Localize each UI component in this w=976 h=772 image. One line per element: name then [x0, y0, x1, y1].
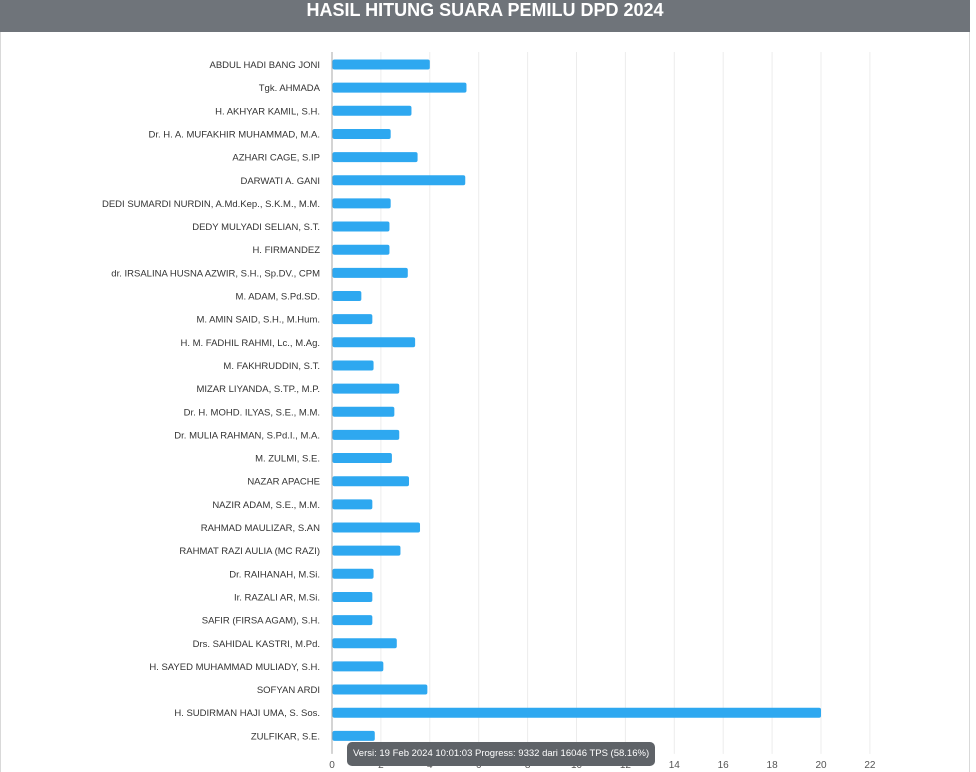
chart-title: HASIL HITUNG SUARA PEMILU DPD 2024 — [306, 0, 664, 20]
bar — [332, 175, 466, 186]
category-label: ABDUL HADI BANG JONI — [209, 60, 320, 71]
version-text: Versi: 19 Feb 2024 10:01:03 — [353, 748, 473, 759]
bar — [332, 406, 395, 417]
progress-text: Progress: 9332 dari 16046 TPS (58.16%) — [475, 748, 650, 759]
category-label: AZHARI CAGE, S.IP — [232, 153, 320, 164]
category-label: H. SUDIRMAN HAJI UMA, S. Sos. — [174, 708, 320, 719]
bar — [332, 314, 373, 325]
x-tick-label: 0 — [329, 760, 335, 771]
category-label: H. M. FADHIL RAHMI, Lc., M.Ag. — [180, 338, 320, 349]
bar — [332, 661, 384, 672]
bar — [332, 707, 821, 718]
category-label: NAZAR APACHE — [247, 477, 320, 488]
category-label: M. ADAM, S.Pd.SD. — [236, 292, 320, 303]
bar — [332, 568, 374, 579]
category-label: H. FIRMANDEZ — [252, 245, 320, 256]
chart-header: HASIL HITUNG SUARA PEMILU DPD 2024 — [0, 0, 970, 32]
category-label: RAHMAT RAZI AULIA (MC RAZI) — [179, 546, 320, 557]
bar — [332, 453, 392, 464]
bar — [332, 59, 430, 70]
category-label: ZULFIKAR, S.E. — [251, 731, 320, 742]
bar — [332, 615, 373, 626]
category-label: Dr. MULIA RAHMAN, S.Pd.I., M.A. — [174, 430, 320, 441]
bar — [332, 267, 408, 278]
category-label: DEDY MULYADI SELIAN, S.T. — [192, 222, 320, 233]
category-label: M. AMIN SAID, S.H., M.Hum. — [196, 315, 320, 326]
bar — [332, 105, 412, 116]
category-label: SOFYAN ARDI — [257, 685, 320, 696]
bar — [332, 476, 410, 487]
category-label: NAZIR ADAM, S.E., M.M. — [212, 500, 320, 511]
x-tick-label: 18 — [767, 760, 779, 771]
bar — [332, 684, 428, 695]
category-label: DARWATI A. GANI — [240, 176, 320, 187]
category-label: Dr. H. A. MUFAKHIR MUHAMMAD, M.A. — [148, 129, 320, 140]
bar — [332, 499, 373, 510]
bar — [332, 429, 400, 440]
category-label: H. AKHYAR KAMIL, S.H. — [215, 106, 320, 117]
category-label: M. ZULMI, S.E. — [255, 454, 320, 465]
x-tick-label: 20 — [815, 760, 827, 771]
bar — [332, 638, 397, 649]
bar — [332, 198, 391, 209]
x-tick-label: 14 — [669, 760, 681, 771]
category-label: RAHMAD MAULIZAR, S.AN — [201, 523, 320, 534]
bar — [332, 337, 416, 348]
bar — [332, 291, 362, 301]
category-label: MIZAR LIYANDA, S.TP., M.P. — [196, 384, 320, 395]
category-label: DEDI SUMARDI NURDIN, A.Md.Kep., S.K.M., … — [102, 199, 320, 210]
category-label: Drs. SAHIDAL KASTRI, M.Pd. — [193, 639, 320, 650]
x-tick-label: 22 — [864, 760, 876, 771]
category-label: Dr. RAIHANAH, M.Si. — [229, 569, 320, 580]
bar — [332, 545, 401, 556]
bar — [332, 522, 421, 533]
bar — [332, 221, 390, 232]
category-label: dr. IRSALINA HUSNA AZWIR, S.H., Sp.DV., … — [111, 268, 320, 279]
category-label: Dr. H. MOHD. ILYAS, S.E., M.M. — [184, 407, 320, 418]
x-tick-label: 16 — [718, 760, 730, 771]
category-label: M. FAKHRUDDIN, S.T. — [223, 361, 320, 372]
category-label: Ir. RAZALI AR, M.Si. — [234, 592, 320, 603]
category-label: H. SAYED MUHAMMAD MULIADY, S.H. — [149, 662, 320, 673]
bar — [332, 128, 391, 139]
bar — [332, 244, 390, 255]
bar — [332, 730, 375, 741]
bar — [332, 383, 400, 394]
bar — [332, 152, 418, 163]
version-tooltip: Versi: 19 Feb 2024 10:01:03 Progress: 93… — [347, 742, 656, 766]
category-label: Tgk. AHMADA — [259, 83, 321, 94]
bar — [332, 591, 373, 602]
bar — [332, 360, 374, 371]
category-label: SAFIR (FIRSA AGAM), S.H. — [202, 616, 320, 627]
bar — [332, 82, 467, 93]
